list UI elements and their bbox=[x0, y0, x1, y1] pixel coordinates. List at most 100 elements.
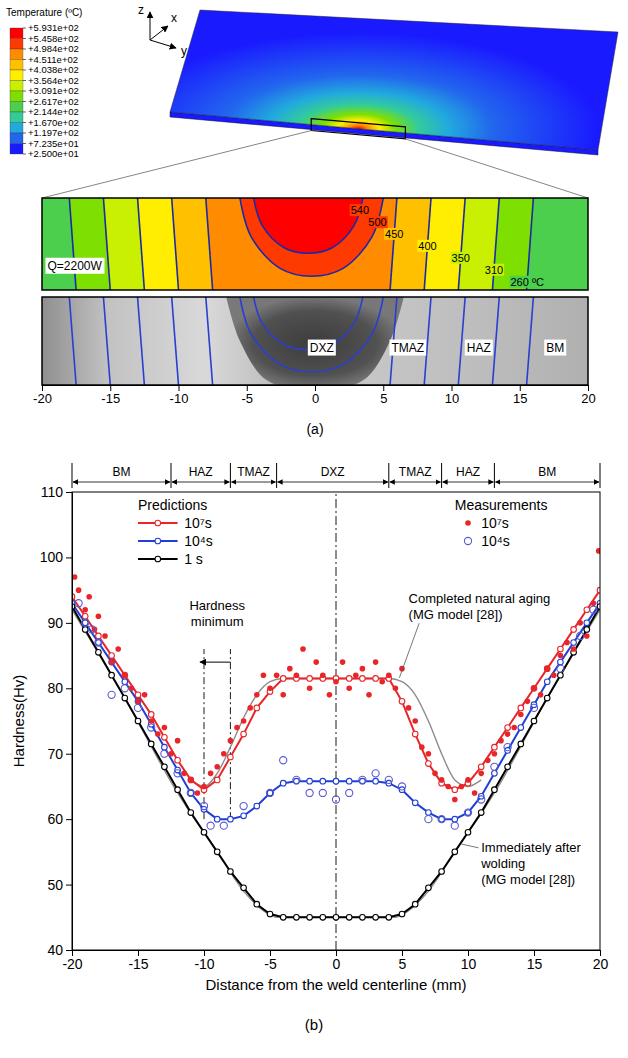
colorbar-tick bbox=[23, 122, 26, 123]
tick: 5 bbox=[380, 385, 387, 406]
scatter-point bbox=[95, 639, 102, 646]
zone-label: DXZ bbox=[308, 340, 336, 356]
tick: -5 bbox=[241, 385, 253, 406]
weld-region-box bbox=[311, 119, 405, 139]
colorbar-swatch bbox=[10, 59, 23, 69]
hardness-minimum-line bbox=[204, 649, 205, 819]
line-marker bbox=[439, 869, 445, 875]
line-marker bbox=[386, 914, 392, 920]
zone-header-label: BM bbox=[113, 465, 131, 479]
tick-label: 60 bbox=[47, 811, 63, 827]
tick: -15 bbox=[101, 385, 120, 406]
scatter-point bbox=[464, 809, 471, 816]
scatter-point bbox=[432, 771, 438, 777]
scatter-point bbox=[385, 776, 392, 783]
scatter-point bbox=[228, 738, 234, 744]
annotation-line: Completed natural aging bbox=[409, 591, 551, 606]
tick-mark bbox=[588, 385, 589, 391]
scatter-point bbox=[472, 790, 478, 796]
triad-label: z bbox=[138, 3, 144, 17]
line-marker bbox=[228, 816, 234, 822]
scatter-point bbox=[558, 653, 564, 659]
line-marker bbox=[452, 816, 458, 822]
colorbar-swatch bbox=[10, 38, 23, 49]
tick: -20 bbox=[33, 385, 52, 406]
tick-label: 5 bbox=[380, 391, 387, 406]
contour-plot bbox=[42, 198, 588, 290]
line-marker bbox=[122, 679, 128, 685]
label-patch bbox=[510, 276, 545, 288]
scatter-point bbox=[425, 816, 432, 823]
line-marker bbox=[254, 803, 260, 809]
scatter-point bbox=[386, 672, 392, 678]
heat-input: Q=2200W bbox=[45, 258, 104, 274]
zone-label-text: HAZ bbox=[467, 341, 491, 355]
contour-label: 310 bbox=[484, 264, 504, 276]
tick: 50 bbox=[47, 877, 72, 893]
annotation-line: (MG model [28]) bbox=[481, 872, 575, 887]
tick: 15 bbox=[513, 385, 527, 406]
line-marker bbox=[148, 741, 154, 747]
zone-bound bbox=[441, 463, 442, 488]
zone-bound bbox=[388, 463, 389, 488]
line-marker bbox=[96, 650, 102, 656]
scatter-point bbox=[168, 751, 174, 757]
isotherm bbox=[492, 198, 499, 290]
scatter-point bbox=[148, 718, 154, 724]
line-marker bbox=[399, 699, 405, 705]
contour-label-text: 260 ºC bbox=[511, 276, 544, 288]
line-marker bbox=[492, 744, 498, 750]
line-marker bbox=[531, 685, 537, 691]
line-marker bbox=[175, 757, 181, 763]
tick: 15 bbox=[527, 950, 543, 972]
tick: -5 bbox=[264, 950, 277, 972]
tick: 80 bbox=[47, 680, 72, 696]
colorbar-tick bbox=[23, 80, 26, 81]
scatter-point bbox=[551, 672, 557, 678]
zone-label: TMAZ bbox=[389, 340, 426, 356]
colorbar-label: +4.984e+02 bbox=[28, 43, 79, 54]
scatter-point bbox=[340, 659, 346, 665]
tick-label: 100 bbox=[40, 549, 64, 565]
scatter-point bbox=[135, 699, 141, 705]
y-axis: 405060708090100110 bbox=[40, 484, 73, 958]
line-marker bbox=[241, 813, 247, 819]
tick-mark bbox=[66, 885, 72, 886]
tick-label: 20 bbox=[581, 391, 595, 406]
annotation: Completed natural aging(MG model [28]) bbox=[409, 591, 551, 622]
scatter-point bbox=[459, 784, 465, 790]
line-marker bbox=[544, 695, 550, 701]
line-marker bbox=[162, 764, 168, 770]
line-marker bbox=[333, 778, 339, 784]
zone-label-text: TMAZ bbox=[391, 341, 424, 355]
isotherm bbox=[240, 297, 383, 372]
colorbar-tick bbox=[23, 38, 26, 39]
line-marker bbox=[571, 627, 577, 633]
scatter-point bbox=[584, 633, 590, 639]
tick-label: 0 bbox=[333, 956, 341, 972]
colorbar-swatch bbox=[10, 133, 23, 144]
zone-header-label: TMAZ bbox=[237, 465, 270, 479]
micrograph bbox=[42, 297, 588, 385]
colorbar-swatch bbox=[10, 91, 23, 102]
label-patch bbox=[389, 340, 426, 356]
contour-label-text: 540 bbox=[351, 204, 369, 216]
line-marker bbox=[412, 731, 418, 737]
leader-line bbox=[399, 623, 419, 678]
scatter-point bbox=[438, 816, 445, 823]
scatter-point bbox=[86, 594, 92, 600]
scatter-point bbox=[406, 705, 412, 711]
label-patch bbox=[350, 204, 370, 216]
scatter-point bbox=[240, 802, 247, 809]
line-marker bbox=[148, 712, 154, 718]
line-marker bbox=[294, 914, 300, 920]
legend-label: 10⁴s bbox=[184, 533, 213, 549]
contour-label-text: 350 bbox=[452, 252, 470, 264]
zoom-leader bbox=[405, 139, 588, 198]
scatter-point bbox=[155, 731, 161, 737]
zone-header-label: TMAZ bbox=[399, 465, 432, 479]
panel-caption: (b) bbox=[305, 1016, 323, 1033]
isotherm bbox=[492, 297, 499, 385]
hardness-minimum-arrow bbox=[200, 662, 230, 663]
isotherm bbox=[172, 297, 179, 385]
